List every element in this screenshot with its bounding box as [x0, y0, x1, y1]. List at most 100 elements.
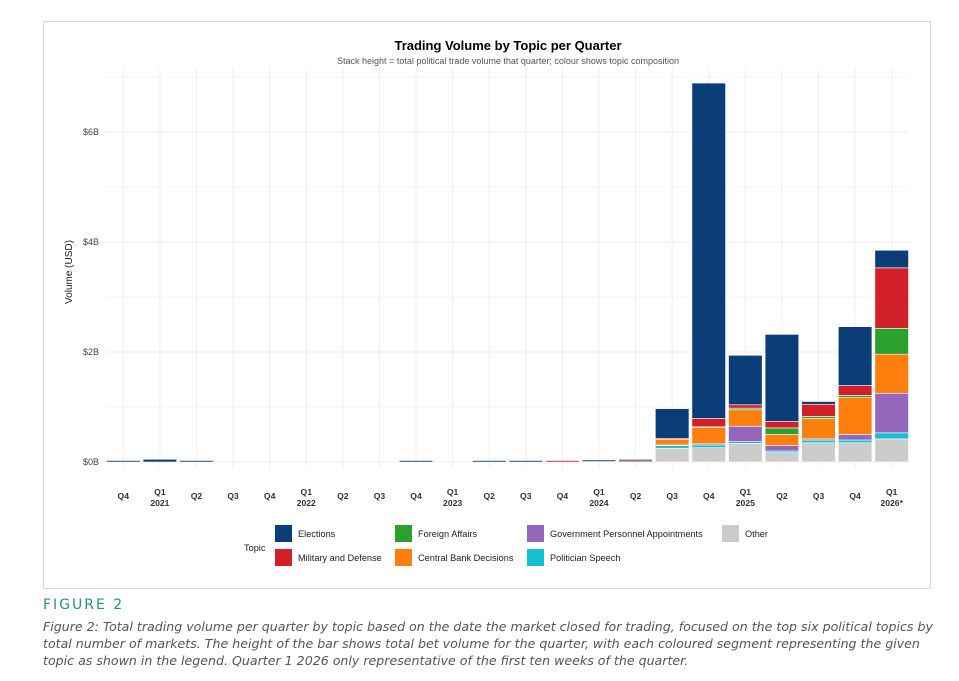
bar-segment-other — [764, 452, 800, 463]
legend-label-elections: Elections — [298, 529, 336, 539]
bar-segment-military-and-defense — [837, 385, 873, 396]
x-tick-label: Q4 — [410, 491, 422, 501]
x-tick-label: Q1 — [154, 487, 166, 497]
bar-segment-military-and-defense — [545, 460, 580, 463]
bar-segment-military-and-defense — [691, 418, 726, 428]
x-tick-label: Q1 — [593, 487, 605, 497]
legend-label-government-personnel-appointments: Government Personnel Appointments — [550, 529, 703, 539]
y-ticks: $0B $2B $4B $6B — [83, 127, 99, 467]
bar-segment-elections — [106, 460, 141, 463]
x-tick-year: 2026* — [880, 498, 903, 508]
x-tick-label: Q4 — [118, 491, 130, 501]
legend-swatch-elections — [275, 525, 292, 542]
bars — [106, 82, 909, 463]
legend-title: Topic — [244, 543, 266, 553]
figure-label: FIGURE 2 — [43, 597, 125, 613]
bar-segment-central-bank-decisions — [728, 409, 763, 427]
bar-segment-military-and-defense — [801, 403, 836, 417]
legend-label-politician-speech: Politician Speech — [550, 553, 620, 563]
bar-segment-elections — [618, 459, 653, 462]
bar-segment-elections — [874, 249, 909, 269]
x-tick-label: Q2 — [483, 491, 495, 501]
x-tick-label: Q1 — [740, 487, 752, 497]
x-tick-label: Q1 — [447, 487, 459, 497]
y-tick-label: $4B — [83, 237, 99, 247]
bar-segment-politician-speech — [655, 445, 690, 449]
bar-segment-politician-speech — [837, 439, 873, 444]
bar-segment-elections — [728, 354, 763, 406]
bar-segment-military-and-defense — [728, 404, 763, 409]
legend-swatch-military-and-defense — [275, 549, 292, 566]
bar-segment-foreign-affairs — [801, 416, 836, 419]
bar-segment-elections — [837, 326, 873, 386]
legend-swatch-foreign-affairs — [395, 525, 412, 542]
bar-segment-foreign-affairs — [874, 328, 909, 355]
bar-segment-central-bank-decisions — [655, 439, 690, 446]
bar-segment-other — [874, 438, 909, 463]
legend-label-foreign-affairs: Foreign Affairs — [418, 529, 477, 539]
x-tick-label: Q2 — [776, 491, 788, 501]
x-tick-year: 2021 — [150, 498, 169, 508]
bar-segment-elections — [179, 460, 214, 463]
bar-segment-foreign-affairs — [764, 427, 800, 435]
chart-subtitle: Stack height = total political trade vol… — [337, 56, 679, 66]
chart-frame — [43, 21, 931, 589]
x-tick-label: Q2 — [630, 491, 642, 501]
x-tick-year: 2025 — [736, 498, 755, 508]
x-tick-label: Q4 — [557, 491, 569, 501]
x-tick-label: Q2 — [191, 491, 203, 501]
legend: Topic Elections Foreign Affairs Government… — [244, 525, 768, 566]
bar-segment-elections — [398, 460, 434, 463]
bar-segment-central-bank-decisions — [764, 434, 800, 446]
bar-segment-other — [837, 442, 873, 463]
y-tick-label: $0B — [83, 457, 99, 467]
legend-label-military-and-defense: Military and Defense — [298, 553, 382, 563]
bar-segment-elections — [508, 460, 543, 463]
x-tick-year: 2023 — [443, 498, 462, 508]
x-tick-label: Q4 — [849, 491, 861, 501]
bar-segment-central-bank-decisions — [837, 397, 873, 435]
x-tick-label: Q4 — [703, 491, 715, 501]
bar-segment-central-bank-decisions — [874, 353, 909, 394]
x-tick-label: Q1 — [301, 487, 313, 497]
bar-segment-military-and-defense — [764, 420, 800, 429]
bar-segment-government-personnel-appointments — [764, 445, 800, 452]
y-axis-label: Volume (USD) — [64, 240, 75, 304]
bar-segment-elections — [691, 82, 726, 419]
legend-swatch-government-personnel-appointments — [527, 525, 544, 542]
x-tick-label: Q3 — [813, 491, 825, 501]
legend-label-central-bank-decisions: Central Bank Decisions — [418, 553, 514, 563]
bar-segment-other — [655, 447, 690, 463]
bar-segment-foreign-affairs — [837, 395, 873, 398]
x-tick-label: Q3 — [520, 491, 532, 501]
bar-segment-politician-speech — [874, 432, 909, 440]
chart-title: Trading Volume by Topic per Quarter — [394, 38, 621, 53]
bar-segment-elections — [655, 408, 690, 439]
bar-segment-other — [691, 447, 726, 463]
x-tick-label: Q2 — [337, 491, 349, 501]
bar-segment-elections — [581, 459, 617, 462]
y-tick-label: $6B — [83, 127, 99, 137]
bar-segment-politician-speech — [691, 444, 726, 449]
y-tick-label: $2B — [83, 347, 99, 357]
x-tick-year: 2024 — [589, 498, 608, 508]
bar-segment-government-personnel-appointments — [874, 392, 909, 434]
bar-segment-central-bank-decisions — [691, 427, 726, 445]
figure-caption: Figure 2: Total trading volume per quart… — [43, 619, 933, 668]
legend-swatch-other — [722, 525, 739, 542]
x-tick-label: Q3 — [374, 491, 386, 501]
legend-swatch-politician-speech — [527, 549, 544, 566]
bar-segment-other — [801, 442, 836, 463]
legend-swatch-central-bank-decisions — [395, 549, 412, 566]
bar-segment-military-and-defense — [874, 267, 909, 329]
bar-segment-elections — [764, 334, 800, 422]
bar-segment-elections — [801, 401, 836, 405]
bar-segment-other — [728, 442, 763, 463]
x-tick-label: Q1 — [886, 487, 898, 497]
x-tick-label: Q3 — [666, 491, 678, 501]
bar-segment-central-bank-decisions — [801, 418, 836, 440]
bar-segment-elections — [472, 460, 507, 463]
x-tick-label: Q3 — [227, 491, 239, 501]
